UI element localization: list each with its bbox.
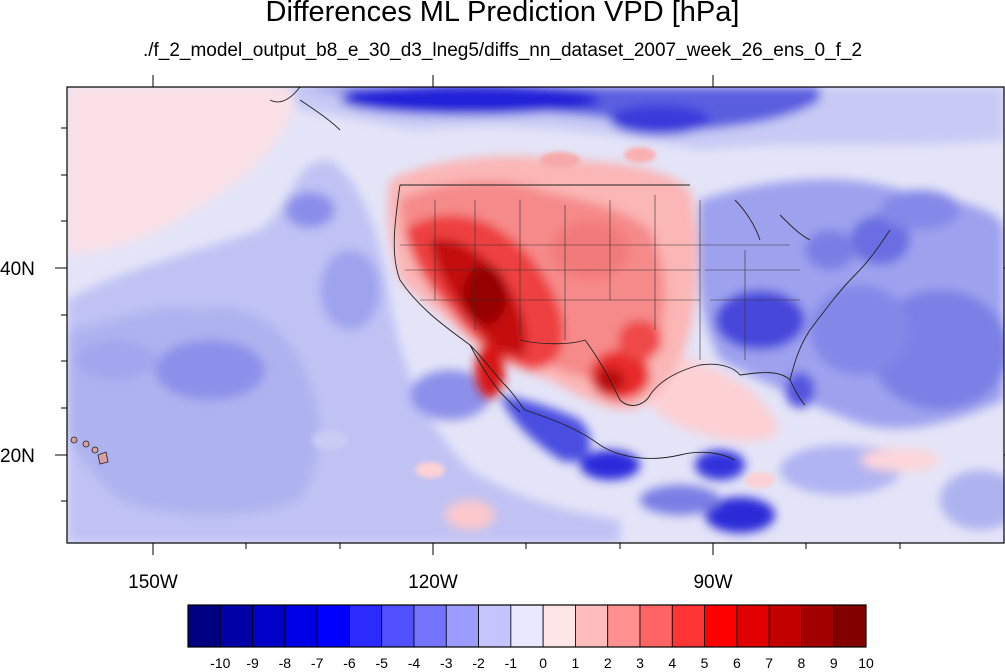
colorbar-swatch [381,604,415,648]
colorbar-label: 3 [636,655,644,671]
y-tick-label: 20N [0,446,35,467]
x-tick-label: 120W [408,572,458,593]
state-borders [400,195,800,360]
colorbar [187,604,867,648]
colorbar-swatch [833,604,867,648]
colorbar-swatch [510,604,544,648]
colorbar-swatch [607,604,641,648]
colorbar-label: 0 [539,655,547,671]
red-anomaly-regions [67,87,940,530]
colorbar-label: -1 [505,655,518,671]
colorbar-label: -10 [210,655,230,671]
colorbar-label: 6 [733,655,741,671]
colorbar-label: 9 [830,655,838,671]
colorbar-swatch [284,604,318,648]
colorbar-label: 4 [668,655,676,671]
colorbar-label: -4 [408,655,421,671]
colorbar-label: 5 [701,655,709,671]
x-tick-label: 90W [693,572,732,593]
colorbar-label: -8 [279,655,292,671]
colorbar-swatch [445,604,479,648]
colorbar-label: 8 [798,655,806,671]
colorbar-swatch [187,604,221,648]
colorbar-label: -7 [311,655,324,671]
colorbar-swatch [704,604,738,648]
colorbar-swatch [349,604,383,648]
colorbar-swatch [252,604,286,648]
figure-title: Differences ML Prediction VPD [hPa] [265,0,740,28]
colorbar-swatch [478,604,512,648]
colorbar-swatch [219,604,253,648]
axis-ticks [55,75,1005,555]
colorbar-swatch [316,604,350,648]
colorbar-swatch [575,604,609,648]
colorbar-label: -3 [440,655,453,671]
colorbar-label: 2 [604,655,612,671]
blue-anomaly-regions [67,87,1004,543]
colorbar-label: -9 [246,655,259,671]
y-tick-label: 40N [0,259,35,280]
coastlines [269,87,891,461]
colorbar-swatch [671,604,705,648]
colorbar-label: -2 [472,655,485,671]
colorbar-swatch [542,604,576,648]
colorbar-label: -5 [375,655,388,671]
colorbar-swatch [801,604,835,648]
colorbar-label: 1 [572,655,580,671]
colorbar-frame [187,604,867,648]
colorbar-swatch [413,604,447,648]
figure-subtitle: ./f_2_model_output_b8_e_30_d3_lneg5/diff… [142,40,863,61]
field-speckles [160,147,775,488]
x-tick-label: 150W [128,572,178,593]
colorbar-swatch [768,604,802,648]
colorbar-label: 10 [858,655,874,671]
colorbar-label: 7 [765,655,773,671]
colorbar-label: -6 [343,655,356,671]
colorbar-labels: -10 -9 -8 -7 -6 -5 -4 -3 -2 -1 0 1 2 3 4 5 6 7 8 9 10 [210,655,874,671]
colorbar-swatch [736,604,770,648]
map-plot-area [67,87,1004,543]
hawaii-islands [70,436,109,465]
colorbar-swatch [639,604,673,648]
